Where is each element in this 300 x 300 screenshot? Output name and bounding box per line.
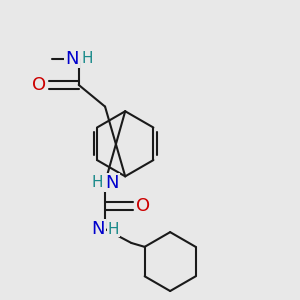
- Text: O: O: [136, 197, 150, 215]
- Text: H: H: [108, 221, 119, 236]
- Text: H: H: [81, 51, 93, 66]
- Text: H: H: [92, 175, 103, 190]
- Text: N: N: [92, 220, 105, 238]
- Text: N: N: [65, 50, 79, 68]
- Text: O: O: [32, 76, 46, 94]
- Text: N: N: [105, 173, 119, 191]
